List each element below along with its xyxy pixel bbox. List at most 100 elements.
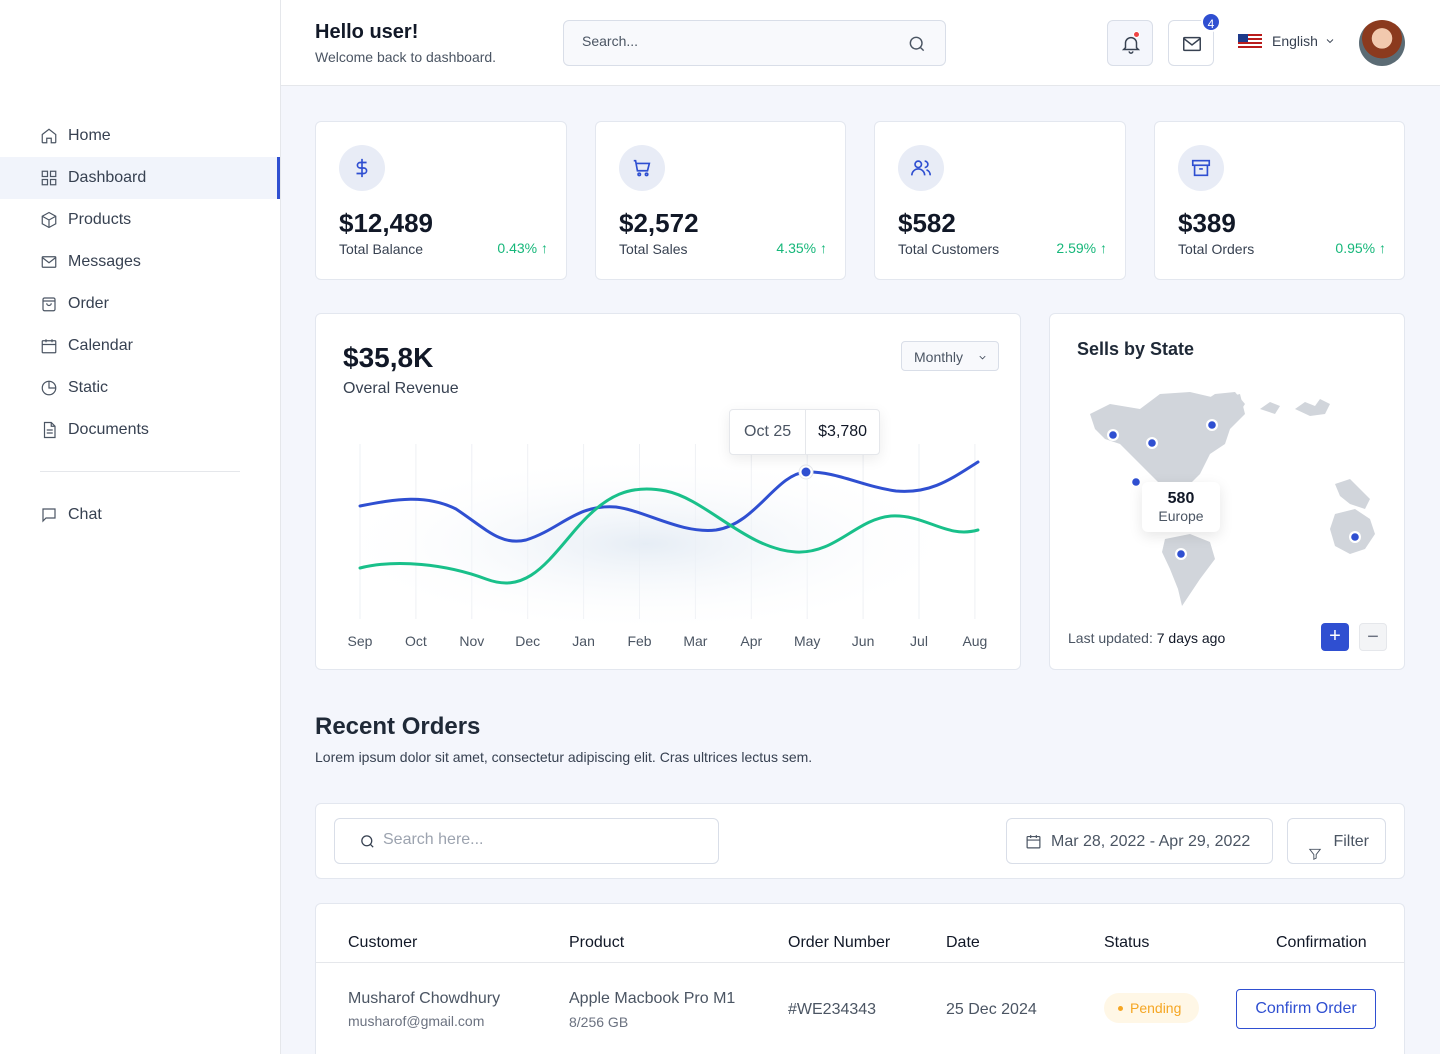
orders-search-input[interactable] [383,831,703,849]
calendar-icon [41,339,57,354]
revenue-card: Sep Oct Nov Dec Jan Feb Mar Apr May Jun Jul Aug $35… [315,313,1021,670]
sidebar-item-static[interactable]: Static [0,367,280,409]
x-axis-label-jan: Jan [572,633,595,649]
greeting-subtitle: Welcome back to dashboard. [315,49,497,65]
tooltip-value: $3,780 [818,423,868,440]
map-marker-dots [1109,421,1359,558]
revenue-chart: Sep Oct Nov Dec Jan Feb Mar Apr May Jun Jul Aug [326,444,988,649]
sidebar-item-messages[interactable]: Messages [0,241,280,283]
pie-icon [41,380,57,396]
stat-value: $12,489 [339,208,433,238]
orders-search [334,818,719,864]
column-header-product[interactable]: Product [569,934,625,951]
customer-email: musharof@gmail.com [348,1013,485,1029]
stat-label: Total Customers [898,241,1000,257]
zoom-in-button[interactable]: + [1321,623,1349,651]
stat-icon-wrap [619,145,665,191]
stat-card-balance: $12,489 Total Balance 0.43% ↑ [315,121,567,280]
map-last-updated: Last updated: 7 days ago [1068,630,1225,646]
chart-tooltip: Oct 25 $3,780 [729,409,881,455]
sidebar-item-home[interactable]: Home [0,115,280,157]
archive-icon [1191,159,1211,177]
column-header-confirmation[interactable]: Confirmation [1276,934,1367,951]
map-tooltip: 580 Europe [1142,482,1220,532]
stat-label: Total Orders [1178,241,1255,257]
box-icon [41,211,57,229]
sidebar-item-label: Dashboard [68,169,147,186]
chart-highlight-point[interactable] [801,467,811,477]
column-header-status[interactable]: Status [1104,934,1150,951]
sidebar-item-chat[interactable]: Chat [0,494,280,536]
map-marker[interactable] [1148,439,1156,447]
language-selector[interactable]: English [1238,33,1336,49]
period-dropdown[interactable]: Monthly [901,341,999,371]
filter-label: Filter [1333,833,1369,850]
map-marker[interactable] [1109,431,1117,439]
map-marker[interactable] [1208,421,1216,429]
column-header-order-number[interactable]: Order Number [788,934,891,951]
date-range-picker[interactable]: Mar 28, 2022 - Apr 29, 2022 [1006,818,1273,864]
search-icon[interactable] [907,34,927,54]
grid-icon [41,170,57,186]
map-marker[interactable] [1132,478,1140,486]
bag-icon [42,297,56,312]
product-name: Apple Macbook Pro M1 [569,990,736,1007]
x-axis-label-aug: Aug [962,633,987,649]
sidebar-item-calendar[interactable]: Calendar [0,325,280,367]
notifications-button[interactable] [1107,20,1153,66]
language-label: English [1272,33,1318,49]
x-axis-label-may: May [794,633,820,649]
sidebar: Home Dashboard Products Messages Order C… [0,0,281,1054]
confirm-order-button[interactable]: Confirm Order [1236,989,1376,1029]
search-input[interactable] [582,33,882,49]
stat-card-orders: $389 Total Orders 0.95% ↑ [1154,121,1405,280]
series-line-green [358,487,980,585]
stat-value: $582 [898,208,956,238]
chevron-down-icon [979,355,986,360]
sidebar-item-label: Home [68,127,111,144]
x-axis-labels: Sep Oct Nov Dec Jan Feb Mar Apr May Jun Jul Aug [348,633,988,649]
order-date: 25 Dec 2024 [946,1001,1037,1018]
date-range-label: Mar 28, 2022 - Apr 29, 2022 [1051,833,1251,850]
sidebar-item-label: Chat [68,506,102,523]
stat-card-customers: $582 Total Customers 2.59% ↑ [874,121,1126,280]
zoom-out-button[interactable]: − [1359,623,1387,651]
sidebar-item-documents[interactable]: Documents [0,409,280,451]
dollar-icon [356,158,368,178]
x-axis-label-nov: Nov [459,633,484,649]
calendar-icon [1026,835,1041,849]
x-axis-label-jun: Jun [852,633,875,649]
recent-orders-subtitle: Lorem ipsum dolor sit amet, consectetur … [315,749,813,765]
x-axis-label-sep: Sep [348,633,373,649]
sidebar-item-products[interactable]: Products [0,199,280,241]
map-marker[interactable] [1351,533,1359,541]
stat-icon-wrap [339,145,385,191]
column-header-customer[interactable]: Customer [348,934,418,951]
x-axis-label-feb: Feb [627,633,651,649]
notification-dot [1133,31,1140,38]
customer-name: Musharof Chowdhury [348,990,501,1007]
sidebar-item-order[interactable]: Order [0,283,280,325]
order-number: #WE234343 [788,1001,877,1018]
revenue-label: Overal Revenue [343,380,459,397]
chat-icon [42,508,56,523]
sidebar-item-label: Order [68,295,109,312]
map-title: Sells by State [1077,339,1195,359]
x-axis-label-oct: Oct [405,633,427,649]
x-axis-label-mar: Mar [683,633,707,649]
product-spec: 8/256 GB [569,1014,629,1030]
avatar[interactable] [1359,20,1405,66]
sells-by-state-card: Sells by State 580 Europe Last updated: … [1049,313,1405,670]
filter-button[interactable]: Filter [1287,818,1386,864]
sidebar-item-dashboard[interactable]: Dashboard [0,157,280,199]
filter-icon [1308,848,1322,861]
map-marker[interactable] [1177,550,1185,558]
orders-toolbar: Mar 28, 2022 - Apr 29, 2022 Filter [315,803,1405,879]
stat-value: $2,572 [619,208,699,238]
revenue-value: $35,8K [343,342,434,373]
updated-prefix: Last updated: [1068,630,1153,646]
stat-value: $389 [1178,208,1236,238]
header-search [563,20,946,66]
column-header-date[interactable]: Date [946,934,980,951]
stat-change: 2.59% ↑ [1056,240,1107,256]
